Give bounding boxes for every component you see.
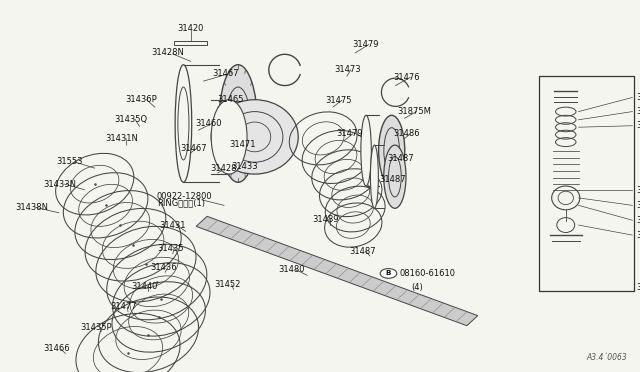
Text: 31436: 31436 — [150, 263, 177, 272]
Text: 31872: 31872 — [636, 93, 640, 102]
Text: 31486: 31486 — [394, 129, 420, 138]
Bar — [539, 76, 634, 291]
Text: B: B — [386, 270, 391, 276]
Text: 31433: 31433 — [232, 162, 259, 171]
Text: 31476: 31476 — [394, 73, 420, 82]
Text: 31471: 31471 — [229, 140, 255, 149]
Text: 31475: 31475 — [325, 96, 351, 105]
Text: 31480: 31480 — [278, 265, 305, 274]
Text: 31465: 31465 — [218, 95, 244, 104]
Ellipse shape — [175, 65, 192, 182]
Text: 31864: 31864 — [636, 121, 640, 130]
Text: 31862: 31862 — [636, 201, 640, 210]
Text: 31431: 31431 — [159, 221, 186, 230]
Text: 31864: 31864 — [636, 186, 640, 195]
Text: 31440: 31440 — [131, 282, 157, 291]
Text: 31479: 31479 — [352, 40, 378, 49]
Text: 31487: 31487 — [349, 247, 376, 256]
Text: 31435Q: 31435Q — [114, 115, 147, 124]
Text: 31433N: 31433N — [44, 180, 77, 189]
Text: 31438N: 31438N — [15, 203, 49, 212]
Text: 31860: 31860 — [636, 283, 640, 292]
Text: 31431N: 31431N — [105, 134, 138, 143]
Ellipse shape — [211, 100, 298, 174]
Text: 00922-12800: 00922-12800 — [157, 192, 212, 201]
Text: 31452: 31452 — [214, 280, 241, 289]
Text: 31864: 31864 — [636, 231, 640, 240]
Text: RINGリング(1): RINGリング(1) — [157, 198, 205, 207]
Text: 31479: 31479 — [336, 129, 362, 138]
Text: 31477: 31477 — [110, 302, 137, 311]
Text: 31428: 31428 — [210, 164, 236, 173]
Text: 31420: 31420 — [177, 24, 204, 33]
Text: 31863: 31863 — [636, 216, 640, 225]
Ellipse shape — [211, 100, 247, 174]
Text: 31436P: 31436P — [125, 95, 157, 104]
Text: (4): (4) — [412, 283, 423, 292]
Text: 31473: 31473 — [334, 65, 361, 74]
Bar — [174, 41, 207, 45]
Ellipse shape — [219, 65, 257, 182]
Ellipse shape — [361, 115, 371, 186]
Text: 31435P: 31435P — [80, 323, 111, 332]
Text: 31467: 31467 — [212, 69, 239, 78]
Text: 31487: 31487 — [379, 175, 406, 184]
Polygon shape — [196, 216, 478, 326]
Text: 31553: 31553 — [56, 157, 83, 166]
Text: 31435: 31435 — [157, 244, 183, 253]
Ellipse shape — [379, 115, 404, 186]
Text: A3.4´0063: A3.4´0063 — [586, 353, 627, 362]
Text: 31460: 31460 — [195, 119, 221, 128]
Text: 08160-61610: 08160-61610 — [400, 269, 456, 278]
Text: 31873: 31873 — [636, 107, 640, 116]
Text: 31489: 31489 — [312, 215, 339, 224]
Text: 31487: 31487 — [387, 154, 414, 163]
Text: 31466: 31466 — [44, 344, 70, 353]
Ellipse shape — [384, 145, 406, 208]
Circle shape — [380, 269, 397, 278]
Ellipse shape — [371, 145, 378, 208]
Text: 31467: 31467 — [180, 144, 207, 153]
Text: 31875M: 31875M — [397, 107, 431, 116]
Text: 31428N: 31428N — [151, 48, 184, 57]
